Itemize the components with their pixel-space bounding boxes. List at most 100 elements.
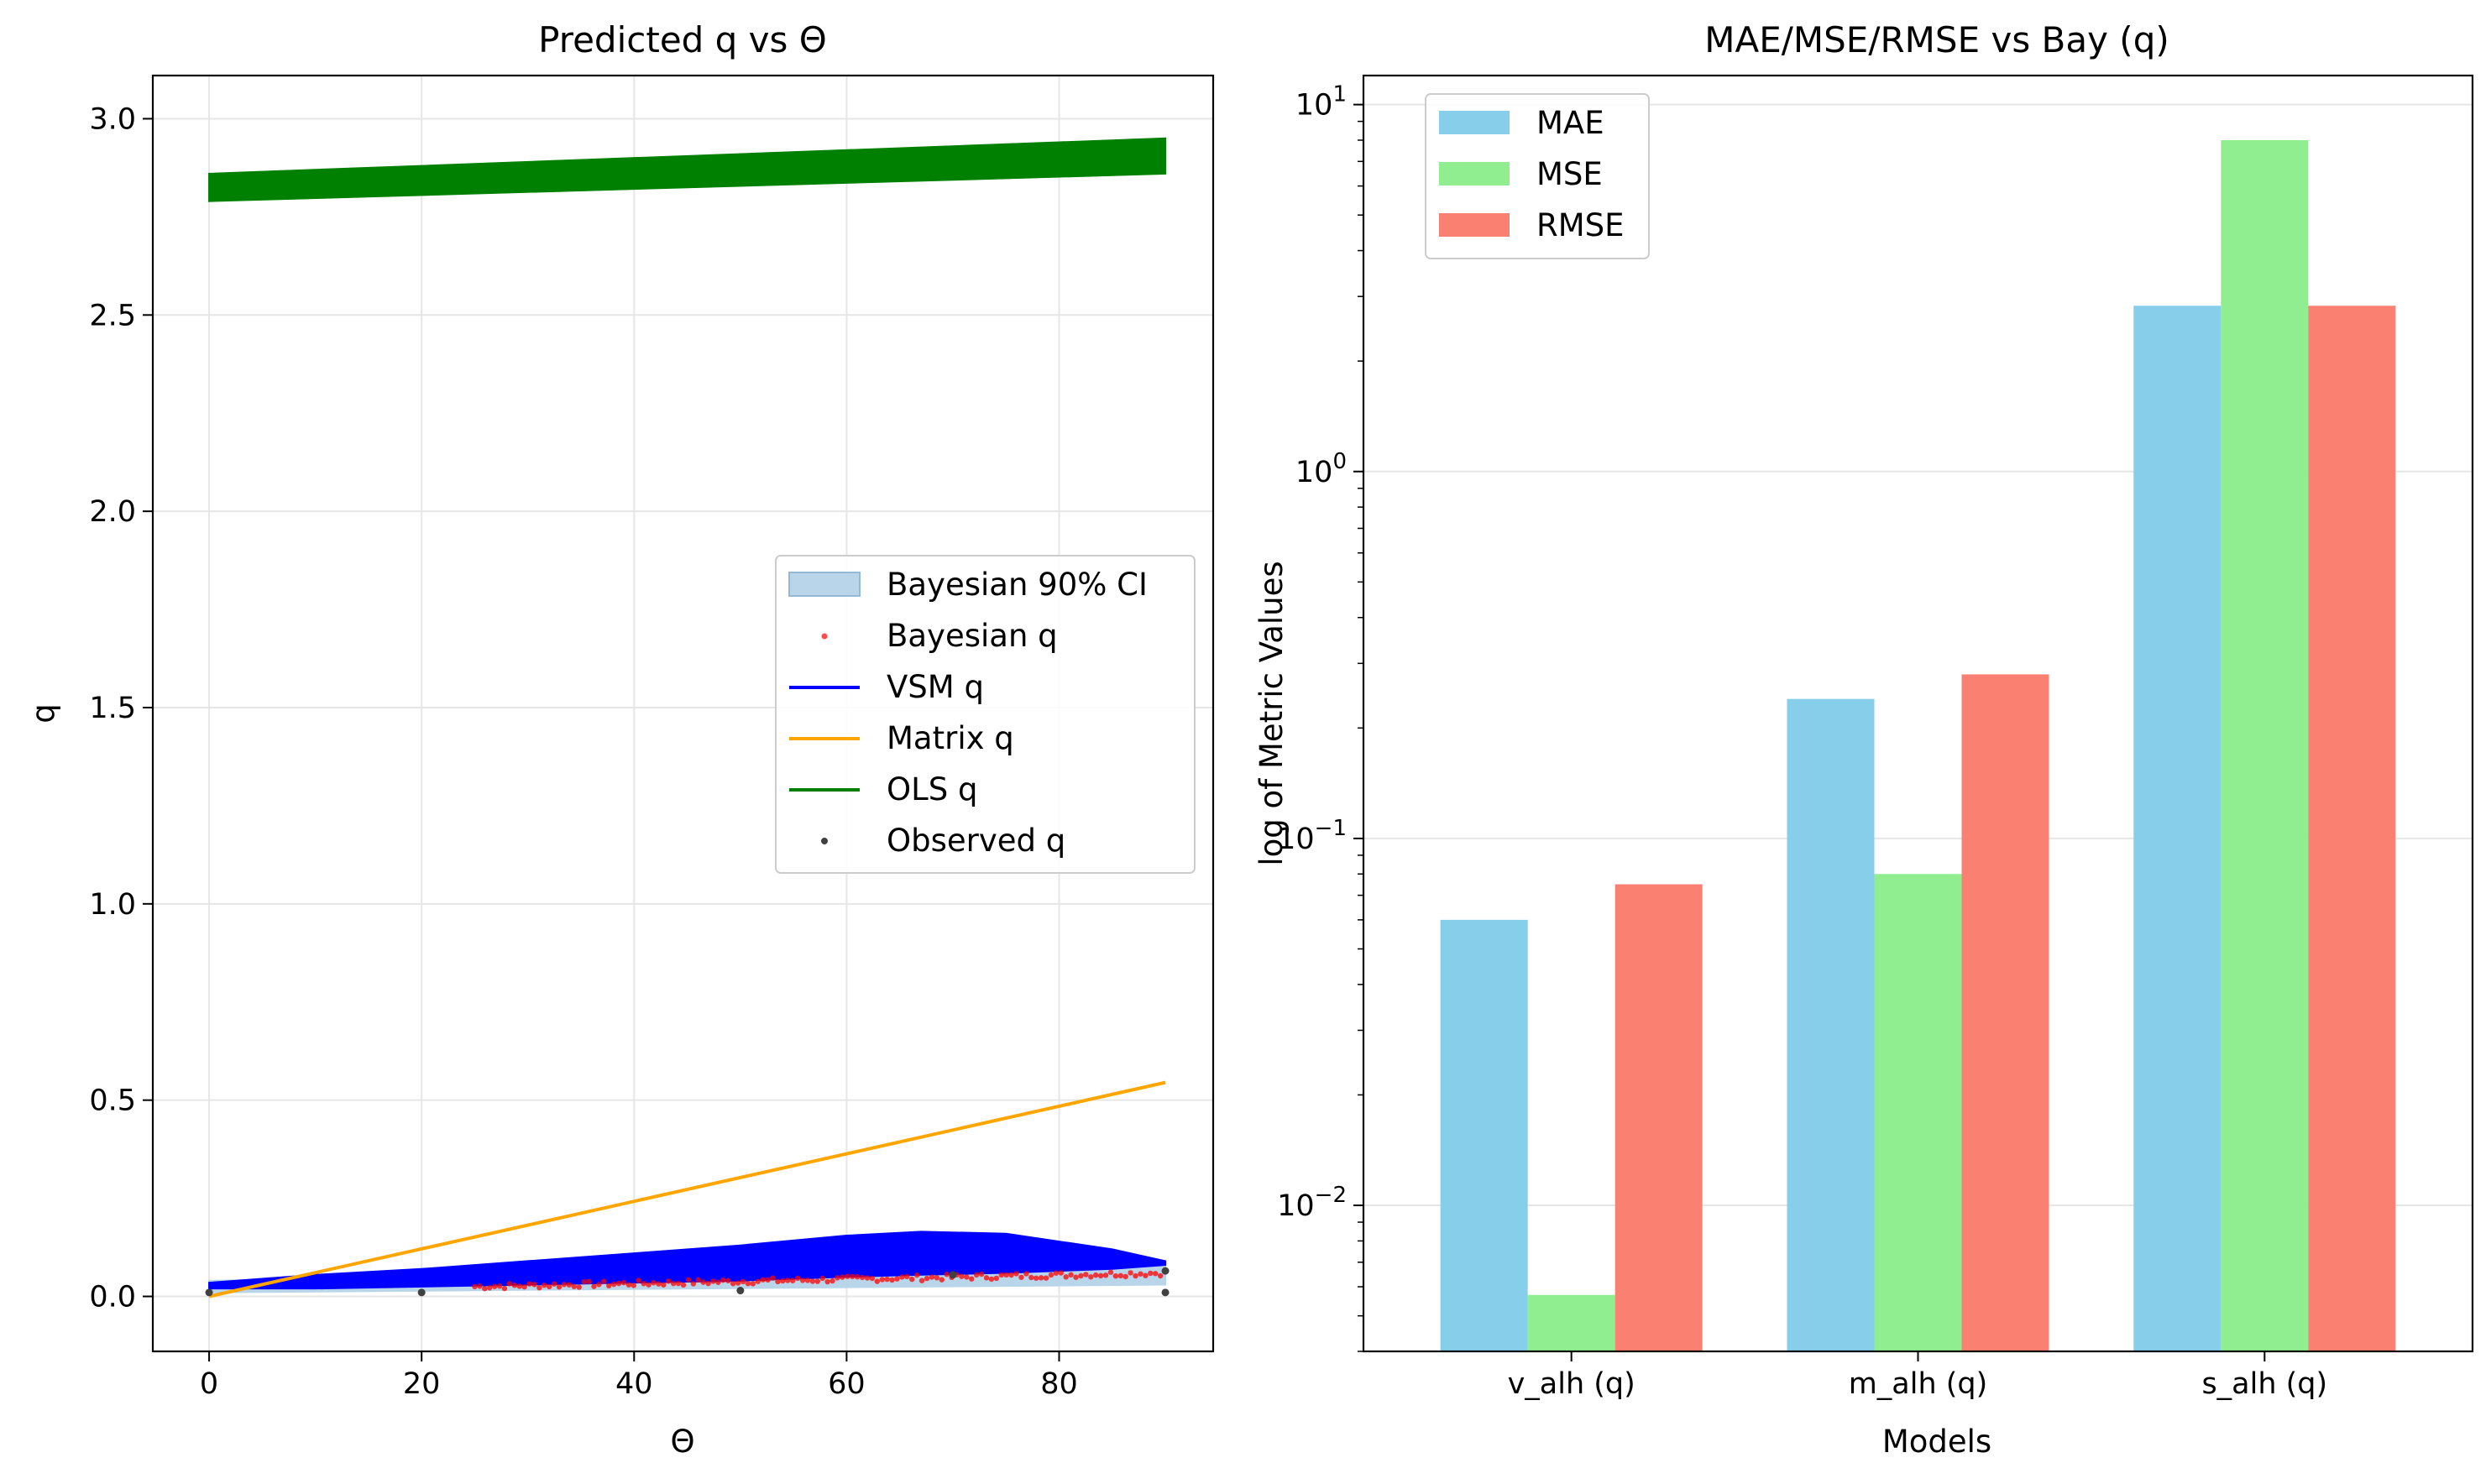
left-y-axis-label: q (25, 703, 61, 724)
legend-label-bayesian-q: Bayesian q (887, 618, 1058, 654)
bayesian-q-point (1078, 1272, 1084, 1279)
bayesian-q-point (576, 1284, 582, 1290)
bayesian-q-point (765, 1277, 771, 1283)
left-y-tick-label: 1.0 (89, 888, 136, 922)
left-x-tick-label: 20 (403, 1367, 441, 1401)
bayesian-q-point (835, 1275, 840, 1281)
bayesian-q-point (884, 1276, 890, 1283)
bar-mse (1527, 1294, 1615, 1351)
bayesian-q-point (601, 1278, 607, 1284)
legend-swatch-ci (788, 572, 861, 597)
bayesian-q-point (685, 1277, 692, 1283)
bar-rmse (1961, 674, 2049, 1351)
bayesian-q-point (904, 1273, 910, 1280)
bayesian-q-point (1068, 1272, 1074, 1278)
bayesian-q-point (1018, 1274, 1024, 1280)
bayesian-q-point (695, 1277, 701, 1283)
bayesian-q-point (845, 1273, 850, 1279)
bayesian-q-point (487, 1285, 493, 1291)
right-y-tick-label: 101 (1295, 82, 1347, 123)
bayesian-q-point (581, 1278, 587, 1285)
observed-q-point (1161, 1288, 1170, 1297)
bayesian-q-point (1143, 1272, 1149, 1278)
bayesian-q-point (840, 1274, 845, 1280)
bayesian-q-point (799, 1278, 806, 1283)
bayesian-q-point (1013, 1271, 1019, 1277)
bayesian-q-point (1133, 1272, 1138, 1279)
legend-label-matrix: Matrix q (887, 720, 1014, 756)
bayesian-q-point (506, 1281, 513, 1287)
bar-mse (2221, 139, 2309, 1352)
bayesian-q-point (869, 1275, 876, 1282)
bayesian-q-point (959, 1273, 965, 1279)
bayesian-q-point (516, 1283, 522, 1289)
bayesian-q-point (1008, 1272, 1014, 1278)
bayesian-q-point (1023, 1271, 1029, 1277)
bayesian-q-point (944, 1272, 950, 1278)
bayesian-q-point (750, 1281, 756, 1287)
bayesian-q-point (710, 1278, 716, 1284)
matrix-line (208, 1080, 1166, 1298)
bar-mae (2133, 306, 2221, 1352)
bayesian-q-point (909, 1276, 915, 1283)
bayesian-q-point (780, 1278, 786, 1284)
bayesian-q-point (586, 1278, 592, 1285)
left-y-tick-label: 0.0 (89, 1281, 136, 1314)
bayesian-q-point (631, 1283, 637, 1288)
observed-q-point (949, 1271, 957, 1279)
bayesian-q-point (596, 1282, 602, 1288)
bayesian-q-point (824, 1278, 830, 1285)
bayesian-q-point (491, 1283, 498, 1289)
bar-mse (1874, 874, 1962, 1351)
right-y-axis-label: log of Metric Values (1253, 561, 1290, 865)
left-y-tick-label: 2.0 (89, 495, 136, 529)
bayesian-q-point (730, 1281, 736, 1287)
bayesian-q-point (894, 1276, 900, 1282)
bayesian-q-point (1033, 1275, 1039, 1281)
bayesian-q-point (814, 1278, 820, 1284)
bayesian-q-point (556, 1284, 563, 1290)
bayesian-q-point (1073, 1274, 1079, 1280)
bayesian-q-point (969, 1276, 975, 1282)
bayesian-q-point (620, 1279, 627, 1286)
bayesian-q-point (1107, 1269, 1114, 1275)
bayesian-q-point (542, 1282, 547, 1288)
observed-q-point (205, 1288, 213, 1297)
bayesian-q-point (1003, 1272, 1009, 1278)
bayesian-q-point (983, 1275, 990, 1281)
bayesian-q-point (760, 1277, 766, 1283)
bayesian-q-point (1128, 1270, 1133, 1276)
bayesian-q-point (656, 1281, 662, 1287)
left-x-tick-label: 40 (615, 1367, 653, 1401)
bayesian-q-point (924, 1275, 930, 1282)
bayesian-q-point (964, 1274, 970, 1280)
bayesian-q-point (561, 1282, 568, 1288)
bayesian-q-point (740, 1278, 746, 1285)
legend-label-rmse: RMSE (1536, 207, 1625, 243)
legend-label-observed: Observed q (887, 823, 1065, 859)
legend-label-ci: Bayesian 90% CI (887, 567, 1148, 603)
bayesian-q-point (755, 1278, 761, 1284)
bayesian-q-point (939, 1277, 945, 1283)
bayesian-q-point (1092, 1272, 1099, 1278)
observed-q-point (1161, 1267, 1170, 1275)
left-ticks: 0 20 40 60 80 0.0 0.5 1.0 1.5 2.0 2.5 3.0 (89, 102, 1077, 1401)
bayesian-q-point (720, 1277, 726, 1283)
ols-band (208, 137, 1167, 202)
bayesian-q-point (606, 1283, 612, 1289)
bayesian-q-point (874, 1278, 881, 1284)
bayesian-q-point (1097, 1272, 1104, 1279)
bayesian-q-point (705, 1280, 711, 1287)
left-x-tick-label: 80 (1040, 1367, 1078, 1401)
bayesian-q-point (531, 1282, 537, 1288)
bar-mae (1787, 698, 1875, 1351)
bayesian-q-point (651, 1280, 657, 1286)
legend-label-mse: MSE (1536, 156, 1603, 192)
bayesian-q-point (1153, 1271, 1159, 1277)
observed-q-point (736, 1287, 745, 1295)
bayesian-q-point (1138, 1271, 1143, 1277)
bayesian-q-point (482, 1286, 488, 1292)
bayesian-q-point (1038, 1275, 1044, 1281)
